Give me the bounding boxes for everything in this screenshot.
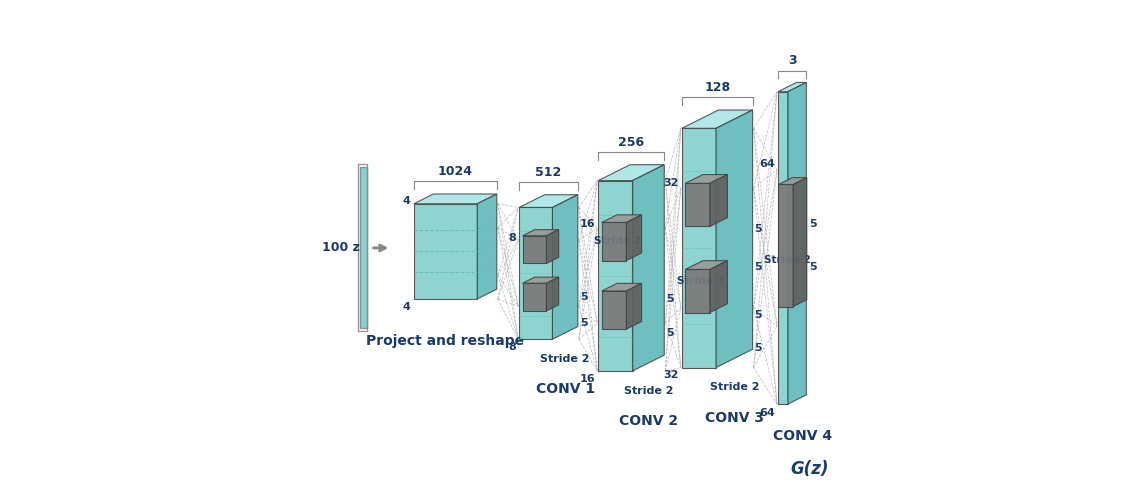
Polygon shape [602,222,626,261]
Polygon shape [523,230,558,236]
Polygon shape [778,92,788,404]
Text: Project and reshape: Project and reshape [367,334,524,348]
Text: 64: 64 [759,159,775,168]
Polygon shape [685,175,727,183]
Polygon shape [633,164,665,371]
Polygon shape [685,261,727,270]
Polygon shape [710,175,727,226]
Text: 5: 5 [755,343,762,354]
Polygon shape [682,110,753,128]
Polygon shape [360,167,367,328]
Text: Stride 2: Stride 2 [594,237,641,246]
Polygon shape [778,82,806,92]
Polygon shape [626,283,642,329]
Text: 4: 4 [402,196,410,206]
Text: 256: 256 [618,136,644,149]
Polygon shape [598,164,665,181]
Polygon shape [547,230,558,264]
Text: 5: 5 [580,319,587,328]
Polygon shape [523,283,547,311]
Polygon shape [553,195,578,339]
Text: 5: 5 [810,218,817,228]
Text: 5: 5 [755,224,762,234]
Polygon shape [716,110,753,368]
Polygon shape [794,178,806,306]
Polygon shape [520,207,553,339]
Text: 32: 32 [664,178,678,189]
Polygon shape [357,164,368,331]
Text: Stride 2: Stride 2 [764,255,811,265]
Polygon shape [523,277,558,283]
Text: 5: 5 [755,310,762,320]
Text: G(z): G(z) [790,461,828,478]
Text: Stride 2: Stride 2 [677,276,724,286]
Polygon shape [626,215,642,261]
Polygon shape [602,215,642,222]
Text: 64: 64 [759,408,775,418]
Text: 16: 16 [580,219,595,229]
Polygon shape [779,178,806,185]
Text: 5: 5 [580,292,587,302]
Text: 100 z: 100 z [322,242,360,254]
Text: 16: 16 [580,374,595,384]
Text: 3: 3 [788,55,796,67]
Text: 5: 5 [810,263,817,273]
Polygon shape [547,277,558,311]
Text: 512: 512 [536,165,562,179]
Text: CONV 2: CONV 2 [619,414,678,428]
Text: CONV 1: CONV 1 [536,382,595,396]
Text: 5: 5 [755,262,762,272]
Text: 5: 5 [666,328,674,338]
Polygon shape [520,195,578,207]
Polygon shape [685,183,710,226]
Text: 32: 32 [664,370,678,381]
Polygon shape [682,128,716,368]
Polygon shape [413,194,497,204]
Polygon shape [710,261,727,313]
Text: 1024: 1024 [437,165,473,178]
Text: 8: 8 [508,342,516,352]
Text: 5: 5 [666,294,674,303]
Polygon shape [523,236,547,264]
Polygon shape [788,82,806,404]
Text: Stride 2: Stride 2 [540,354,590,364]
Text: CONV 4: CONV 4 [773,429,833,442]
Text: CONV 3: CONV 3 [705,410,764,425]
Text: Stride 2: Stride 2 [709,382,759,392]
Text: 128: 128 [705,81,730,94]
Polygon shape [598,181,633,371]
Text: 8: 8 [508,233,516,243]
Text: Stride 2: Stride 2 [624,385,673,396]
Polygon shape [685,270,710,313]
Polygon shape [602,283,642,291]
Polygon shape [477,194,497,299]
Polygon shape [602,291,626,329]
Polygon shape [779,185,794,306]
Polygon shape [413,204,477,299]
Text: 4: 4 [402,302,410,312]
